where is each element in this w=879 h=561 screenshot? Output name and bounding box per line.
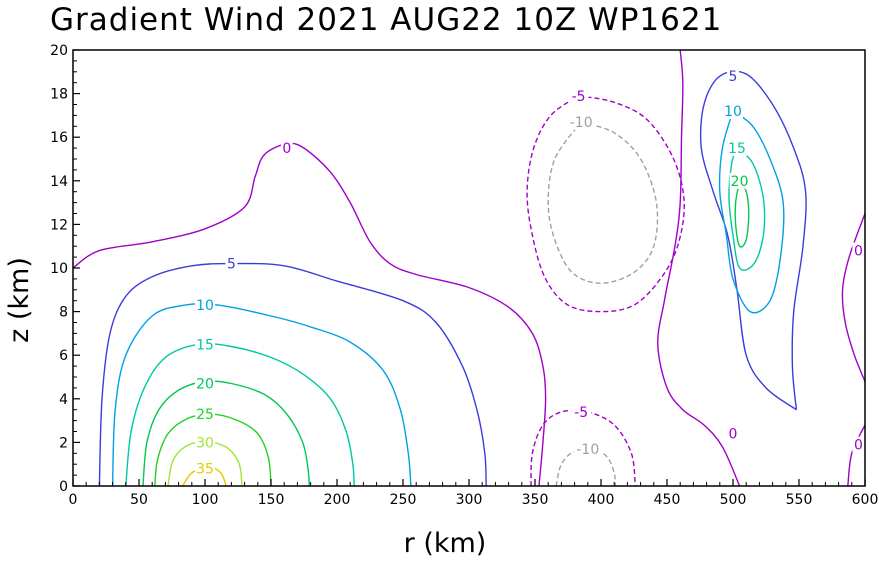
contour-line-10-16 xyxy=(718,110,785,314)
contour-label-bg xyxy=(195,375,215,392)
contour-label-10: 10 xyxy=(724,104,742,120)
x-axis-label: r (km) xyxy=(404,528,487,559)
contour-line-15-6 xyxy=(125,342,355,486)
x-tick-label: 100 xyxy=(192,492,219,508)
contour-line-0-2 xyxy=(841,213,865,382)
y-tick-label: 12 xyxy=(50,217,68,233)
contour-line-15-17 xyxy=(728,147,766,271)
contour-label-bg xyxy=(852,436,865,453)
x-tick-label: 50 xyxy=(130,492,148,508)
contour-label-bg xyxy=(726,140,747,157)
x-tick-label: 250 xyxy=(390,492,417,508)
y-axis-label: z (km) xyxy=(4,257,35,343)
y-tick-label: 18 xyxy=(50,87,68,103)
y-tick-label: 6 xyxy=(59,348,68,364)
x-axis-ticks: 0 50 100 150 200 250 300 350 400 450 500 550 600 xyxy=(69,479,879,508)
contour-label-bg xyxy=(727,425,739,442)
chart-title: Gradient Wind 2021 AUG22 10Z WP1621 xyxy=(50,2,722,38)
x-tick-label: 150 xyxy=(258,492,285,508)
contour-line-0-0 xyxy=(73,142,547,486)
contour-label--10: -10 xyxy=(570,115,593,131)
x-tick-label: 550 xyxy=(786,492,813,508)
contour-label-bg xyxy=(567,113,596,130)
contour-line-20-18 xyxy=(734,180,750,248)
contour-label-20: 20 xyxy=(731,174,749,190)
contour-label-15: 15 xyxy=(196,337,214,353)
contour-label-10: 10 xyxy=(196,298,214,314)
y-tick-label: 20 xyxy=(50,43,68,59)
contour-line-5-15 xyxy=(699,70,807,411)
contour-label--5: -5 xyxy=(574,405,588,421)
y-tick-label: 14 xyxy=(50,174,68,190)
y-tick-label: 16 xyxy=(50,130,68,146)
contour-line--10-12 xyxy=(547,121,659,285)
contour-label-5: 5 xyxy=(227,257,236,273)
y-axis-ticks: 0 2 4 6 8 10 12 14 16 18 20 xyxy=(50,43,80,495)
y-tick-label: 8 xyxy=(59,305,68,321)
contour-label-0: 0 xyxy=(854,438,863,454)
contour-label-30: 30 xyxy=(196,435,214,451)
contour-label--10: -10 xyxy=(576,442,599,458)
contour-label-5: 5 xyxy=(729,69,738,85)
x-tick-label: 450 xyxy=(654,492,681,508)
contour-label-bg xyxy=(195,297,215,314)
contour-line--5-11 xyxy=(526,95,685,313)
contour-label-0: 0 xyxy=(854,244,863,260)
contour-label-bg xyxy=(195,434,215,451)
contour-label-25: 25 xyxy=(196,407,214,423)
contour-label-20: 20 xyxy=(196,377,214,393)
y-tick-label: 10 xyxy=(50,261,68,277)
y-tick-label: 4 xyxy=(59,392,68,408)
contour-lines: 0 0 0 0 5 10 15 20 25 30 35 -5 -10 -5 -10 5 10 15 20 xyxy=(73,50,865,486)
contour-label-15: 15 xyxy=(728,141,746,157)
contour-label-bg xyxy=(568,87,589,104)
x-tick-label: 400 xyxy=(588,492,615,508)
contour-label-bg xyxy=(573,440,602,457)
contour-line-0-1 xyxy=(657,50,741,486)
x-tick-label: 350 xyxy=(522,492,549,508)
contour-label--5: -5 xyxy=(572,89,586,105)
contour-line-0-3 xyxy=(847,424,865,486)
y-tick-label: 0 xyxy=(59,479,68,495)
contour-label-bg xyxy=(195,406,215,423)
contour-label-bg xyxy=(852,242,865,259)
plot-frame xyxy=(72,49,866,487)
contour-label-bg xyxy=(225,255,238,272)
contour-line-10-5 xyxy=(111,302,412,486)
contour-label-bg xyxy=(280,140,293,157)
x-tick-label: 300 xyxy=(456,492,483,508)
x-tick-label: 0 xyxy=(69,492,78,508)
x-tick-label: 200 xyxy=(324,492,351,508)
contour-label-bg xyxy=(729,172,750,189)
contour-label-0: 0 xyxy=(282,141,291,157)
contour-line-20-7 xyxy=(142,380,310,486)
contour-label-35: 35 xyxy=(196,462,214,478)
contour-label-bg xyxy=(571,403,592,420)
contour-label-0: 0 xyxy=(729,427,738,443)
x-tick-label: 600 xyxy=(852,492,879,508)
contour-line-5-4 xyxy=(98,262,487,486)
contour-label-bg xyxy=(727,68,739,85)
contour-label-bg xyxy=(723,103,743,120)
y-tick-label: 2 xyxy=(59,435,68,451)
contour-label-bg xyxy=(195,336,215,353)
contour-label-bg xyxy=(195,460,215,477)
x-tick-label: 500 xyxy=(720,492,747,508)
